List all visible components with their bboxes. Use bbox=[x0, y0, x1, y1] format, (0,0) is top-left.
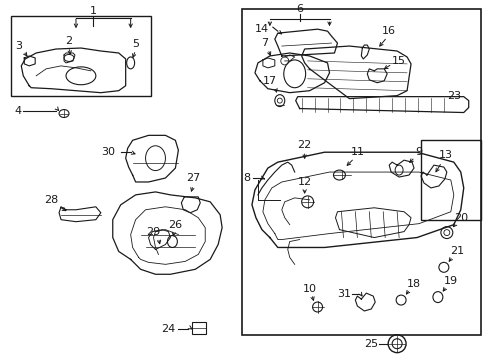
Text: 10: 10 bbox=[302, 284, 316, 294]
Text: 12: 12 bbox=[297, 177, 311, 187]
Text: 9: 9 bbox=[415, 147, 422, 157]
Text: 7: 7 bbox=[261, 38, 268, 48]
Text: 29: 29 bbox=[146, 226, 161, 237]
Text: 8: 8 bbox=[243, 173, 250, 183]
Bar bbox=[192, 322, 206, 334]
Text: 22: 22 bbox=[297, 140, 311, 150]
Text: 2: 2 bbox=[65, 36, 72, 46]
Text: 17: 17 bbox=[262, 76, 276, 86]
Text: 20: 20 bbox=[453, 213, 467, 223]
Text: 27: 27 bbox=[186, 173, 200, 183]
Text: 15: 15 bbox=[391, 56, 406, 66]
Text: 3: 3 bbox=[15, 41, 22, 51]
Text: 19: 19 bbox=[443, 276, 457, 286]
Bar bbox=[11, 16, 150, 96]
Text: 30: 30 bbox=[101, 147, 115, 157]
Text: 1: 1 bbox=[89, 6, 96, 16]
Text: 24: 24 bbox=[161, 324, 175, 334]
Text: 28: 28 bbox=[44, 195, 58, 205]
Text: 16: 16 bbox=[382, 26, 395, 36]
Text: 23: 23 bbox=[446, 91, 460, 101]
Text: 6: 6 bbox=[296, 4, 303, 14]
Bar bbox=[242, 9, 480, 335]
Text: 26: 26 bbox=[168, 220, 182, 230]
Text: 14: 14 bbox=[254, 24, 268, 34]
Text: 31: 31 bbox=[337, 289, 351, 299]
Text: 11: 11 bbox=[349, 147, 364, 157]
Text: 18: 18 bbox=[406, 279, 420, 289]
Text: 21: 21 bbox=[449, 247, 463, 256]
Text: 13: 13 bbox=[438, 150, 452, 160]
Bar bbox=[420, 140, 480, 220]
Text: 5: 5 bbox=[132, 39, 139, 49]
Text: 25: 25 bbox=[364, 339, 378, 349]
Text: 4: 4 bbox=[15, 105, 22, 116]
